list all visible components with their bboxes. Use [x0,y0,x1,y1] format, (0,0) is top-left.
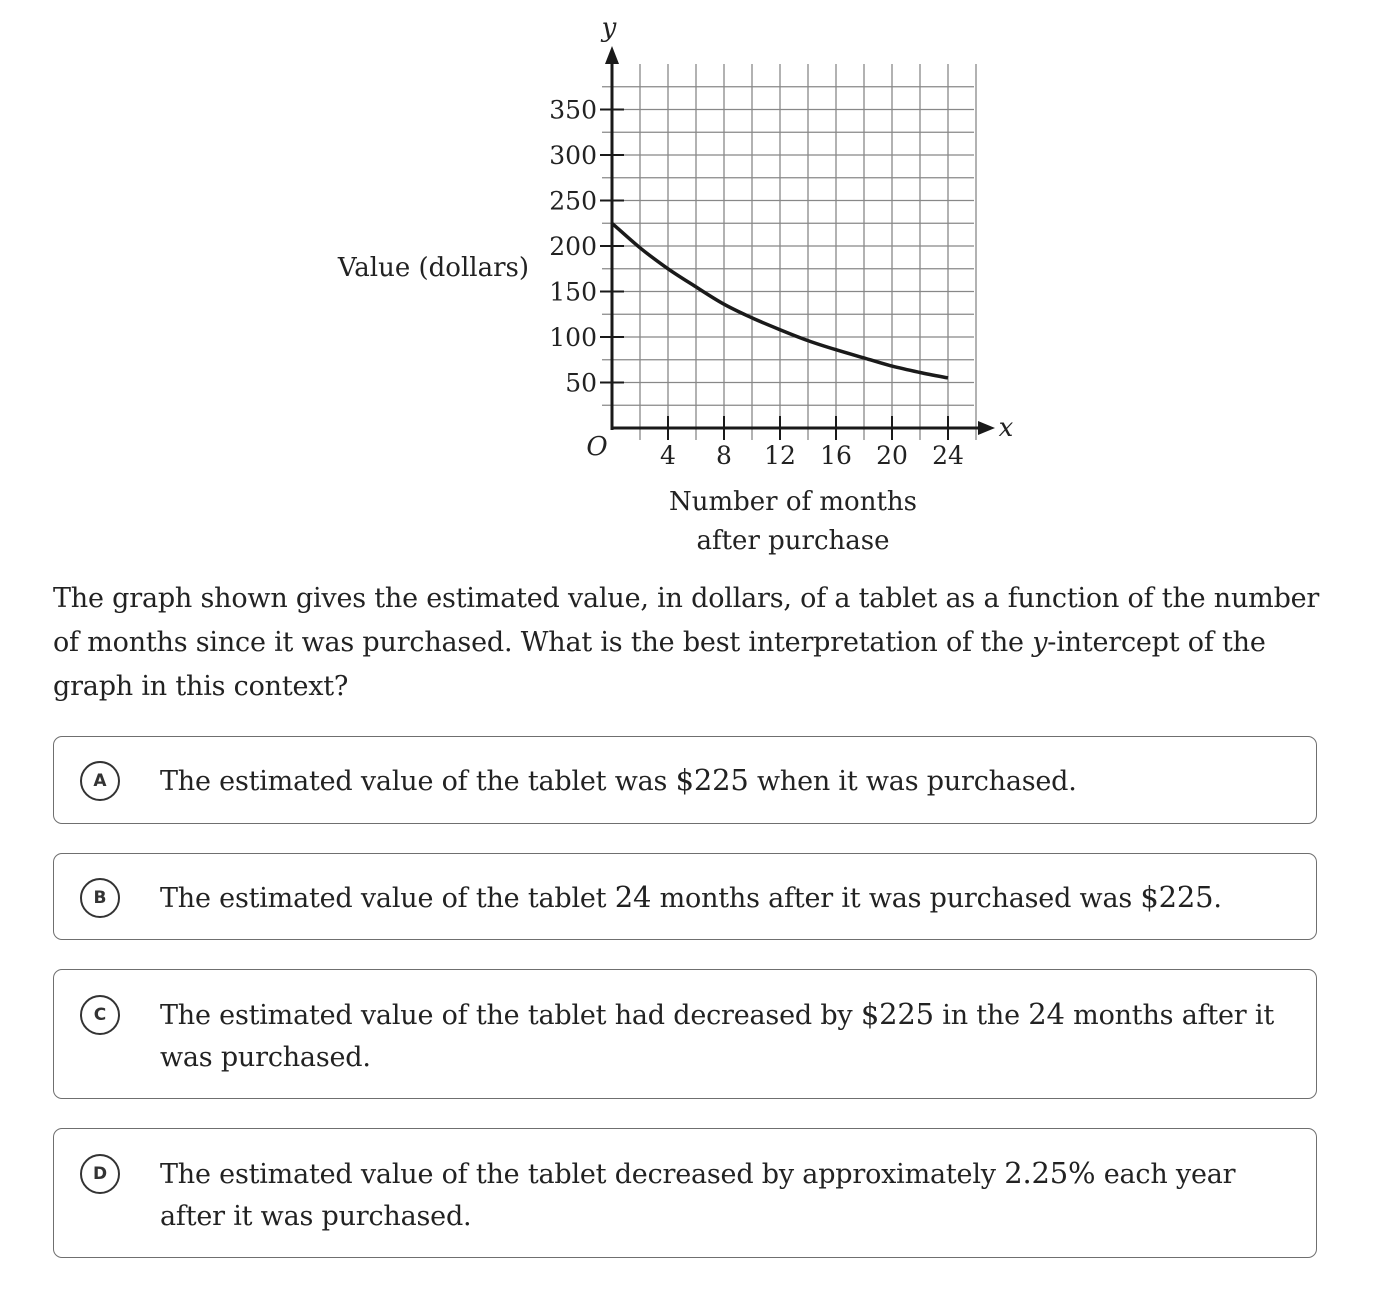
y-tick-label-300: 300 [549,141,597,170]
question-part2: -intercept of the graph in this context? [53,627,1266,702]
x-tick-label-8: 8 [716,441,732,470]
y-tick-label-250: 250 [549,187,597,216]
choice-d-letter: D [80,1154,120,1194]
x-axis-letter: x [999,413,1014,443]
x-axis-title-line2: after purchase [696,526,889,556]
choice-b[interactable]: B The estimated value of the tablet 24 m… [53,853,1317,940]
y-tick-label-100: 100 [549,323,597,352]
choice-a[interactable]: A The estimated value of the tablet was … [53,736,1317,824]
choice-b-letter: B [80,878,120,918]
x-axis-arrow [978,421,995,435]
value-graph: 50 100 150 200 250 300 350 4 8 12 16 20 24 y x O Va… [337,13,1014,556]
choice-c[interactable]: C The estimated value of the tablet had … [53,969,1317,1099]
x-axis-title-line1: Number of months [669,487,917,517]
question-italic-y: y [1032,627,1048,658]
y-axis-title: Value (dollars) [337,253,529,283]
y-axis-letter: y [601,13,617,43]
choice-c-text: The estimated value of the tablet had de… [160,997,1274,1073]
value-curve [610,221,949,380]
graph-grid [602,64,977,440]
question-text: The graph shown gives the estimated valu… [53,577,1323,709]
y-tick-labels: 50 100 150 200 250 300 350 [549,96,597,398]
choice-d-text: The estimated value of the tablet decrea… [160,1156,1236,1232]
y-axis-arrow [605,46,619,64]
origin-label: O [586,432,607,462]
x-tick-label-16: 16 [820,441,852,470]
x-tick-label-20: 20 [876,441,908,470]
choice-a-letter: A [80,761,120,801]
choice-b-text: The estimated value of the tablet 24 mon… [160,880,1222,914]
choice-d[interactable]: D The estimated value of the tablet decr… [53,1128,1317,1258]
x-tick-labels: 4 8 12 16 20 24 [660,441,964,470]
y-tick-label-350: 350 [549,96,597,125]
y-tick-label-50: 50 [565,369,597,398]
x-tick-label-4: 4 [660,441,676,470]
question-part1: The graph shown gives the estimated valu… [53,583,1320,658]
x-tick-label-24: 24 [932,441,964,470]
y-tick-label-150: 150 [549,278,597,307]
choice-a-text: The estimated value of the tablet was $2… [160,763,1077,797]
y-tick-label-200: 200 [549,232,597,261]
graph-axes [600,46,995,440]
x-tick-label-12: 12 [764,441,796,470]
choice-c-letter: C [80,995,120,1035]
